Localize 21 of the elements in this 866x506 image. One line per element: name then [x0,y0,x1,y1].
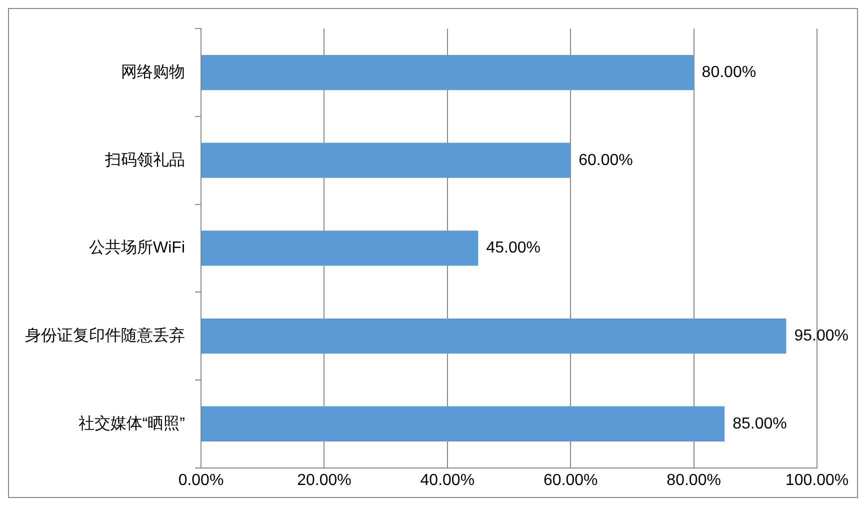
x-tick-label: 80.00% [666,472,721,489]
y-tick-label: 公共场所WiFi [89,238,185,257]
data-label: 60.00% [578,152,633,169]
y-tick-label: 扫码领礼品 [104,150,185,169]
y-tick-label: 身份证复印件随意丢弃 [25,326,185,344]
data-label: 95.00% [794,327,848,344]
data-label: 85.00% [732,415,787,432]
x-tick-label: 60.00% [543,472,598,489]
bar [202,406,725,442]
y-tick-label: 网络购物 [121,64,185,81]
y-tick-label: 社交媒体“晒照” [78,414,185,432]
bar [202,318,786,354]
bar [202,142,571,178]
data-label: 45.00% [486,240,540,257]
x-tick-label: 0.00% [178,472,224,489]
bar [202,230,478,266]
x-tick-label: 100.00% [785,472,849,489]
data-label: 80.00% [702,64,756,81]
x-tick-label: 40.00% [420,472,475,489]
x-tick-label: 20.00% [297,472,352,489]
bar [202,54,694,90]
